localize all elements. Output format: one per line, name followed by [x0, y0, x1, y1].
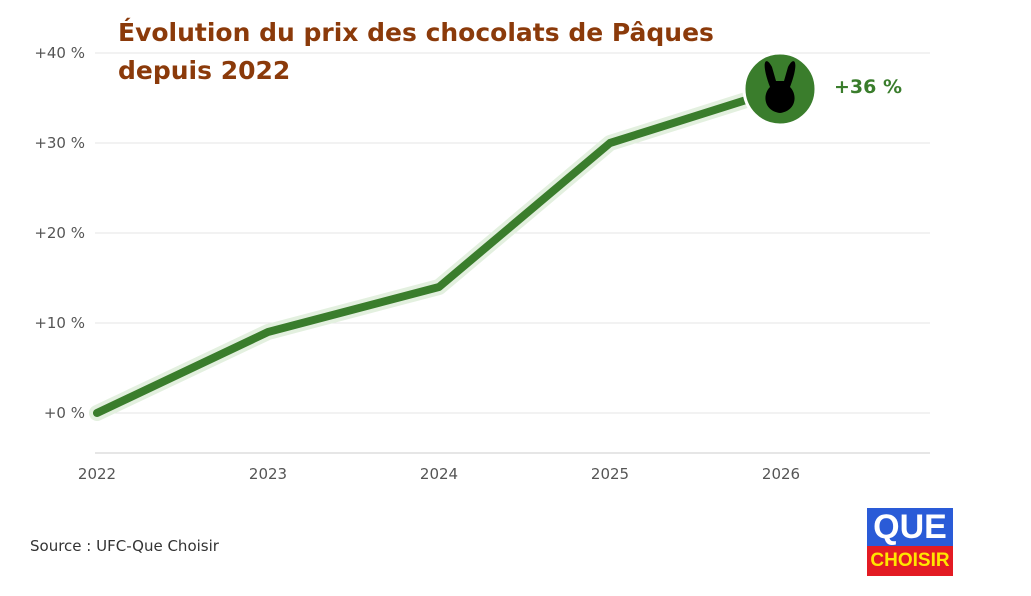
x-tick-label: 2023 — [249, 465, 287, 483]
y-tick-label: +40 % — [34, 44, 85, 62]
title-line-1: Évolution du prix des chocolats de Pâque… — [118, 18, 714, 47]
y-tick-label: +30 % — [34, 134, 85, 152]
data-point — [265, 329, 271, 335]
bunny-icon — [764, 61, 796, 113]
data-point — [607, 140, 613, 146]
x-tick-label: 2025 — [591, 465, 629, 483]
y-tick-label: +0 % — [44, 404, 85, 422]
end-value-label: +36 % — [834, 76, 903, 98]
x-tick-label: 2022 — [78, 465, 116, 483]
chart-title: Évolution du prix des chocolats de Pâque… — [118, 14, 758, 90]
logo-bottom: CHOISIR — [867, 546, 953, 576]
x-tick-label: 2024 — [420, 465, 458, 483]
series-line — [93, 85, 785, 417]
que-choisir-logo: QUE CHOISIR — [867, 508, 953, 576]
logo-top: QUE — [867, 508, 953, 546]
y-tick-label: +10 % — [34, 314, 85, 332]
data-point — [436, 284, 442, 290]
source-note: Source : UFC-Que Choisir — [30, 537, 219, 555]
title-line-2: depuis 2022 — [118, 56, 291, 85]
x-tick-label: 2026 — [762, 465, 800, 483]
data-point — [94, 410, 100, 416]
y-tick-label: +20 % — [34, 224, 85, 242]
